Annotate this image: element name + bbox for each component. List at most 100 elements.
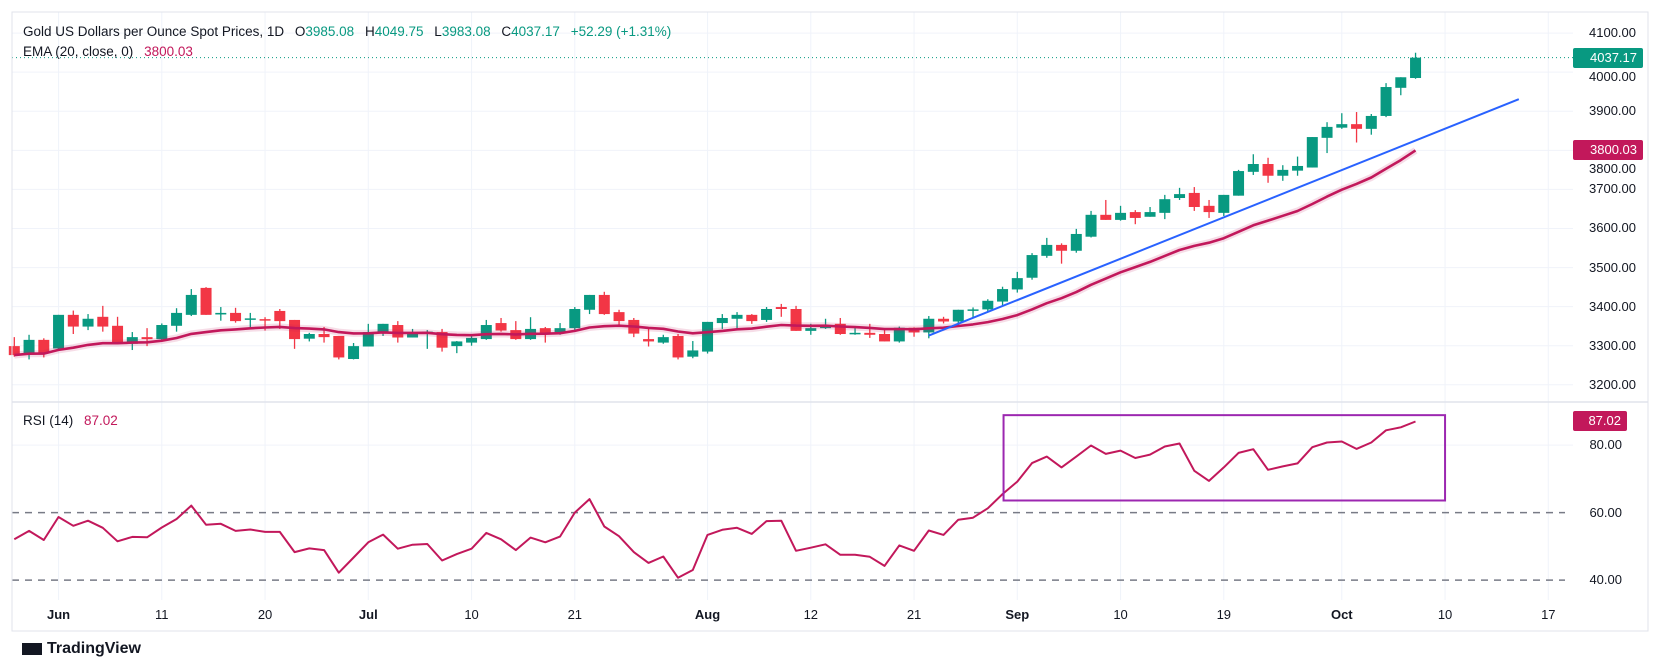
candle	[1321, 122, 1333, 154]
candle	[1188, 187, 1200, 211]
candle	[672, 334, 684, 360]
candle-body	[82, 318, 94, 327]
rsi-axis-label: 60.00	[1589, 504, 1622, 520]
candle-body	[495, 323, 507, 331]
candle	[333, 335, 345, 360]
close-value: 4037.17	[511, 24, 560, 39]
candle-body	[480, 325, 492, 340]
time-axis-label: 21	[567, 607, 583, 622]
price-axis-label: 3900.00	[1589, 103, 1636, 119]
price-axis-label: 3800.00	[1589, 161, 1636, 177]
price-axis-label: 3500.00	[1589, 259, 1636, 275]
candle	[613, 309, 625, 326]
time-axis-label: Aug	[694, 607, 721, 622]
candle-body	[761, 308, 773, 320]
candle	[997, 286, 1009, 306]
candle-body	[672, 335, 684, 358]
candle-body	[1262, 164, 1274, 176]
last-price-tag: 4037.17	[1573, 47, 1643, 68]
candle-body	[834, 323, 846, 335]
candle	[112, 316, 124, 344]
candle-body	[1115, 212, 1127, 220]
candle-body	[1395, 77, 1407, 88]
candle	[584, 294, 596, 315]
candle-body	[156, 325, 168, 340]
candle	[97, 305, 109, 332]
candle	[1292, 156, 1304, 176]
change-value: +52.29 (+1.31%)	[570, 24, 672, 39]
candle-body	[938, 318, 950, 322]
candle-body	[790, 308, 802, 331]
candle-body	[451, 341, 463, 347]
time-axis-label: 10	[1437, 607, 1453, 622]
candle	[1410, 52, 1422, 79]
candle-body	[112, 325, 124, 344]
candle-body	[8, 346, 20, 356]
candle-body	[1321, 126, 1333, 138]
open-label: O	[294, 24, 306, 39]
candle	[480, 319, 492, 340]
candle-body	[126, 337, 138, 344]
candle	[1218, 194, 1230, 216]
rsi-legend-value: 87.02	[84, 413, 118, 428]
candle-body	[864, 332, 876, 335]
candle-body	[893, 327, 905, 342]
candle	[746, 314, 758, 324]
candle	[1365, 113, 1377, 135]
candle-body	[1336, 124, 1348, 128]
candle	[687, 341, 699, 359]
tradingview-logo[interactable]: TradingView	[22, 640, 141, 658]
candle-body	[38, 339, 50, 353]
candle-body	[746, 314, 758, 322]
time-axis-label: 20	[257, 607, 273, 622]
low-value: 3983.08	[441, 24, 491, 39]
candle	[1277, 165, 1289, 181]
candle-body	[1011, 278, 1023, 290]
candle	[1233, 169, 1245, 196]
time-axis-label: Oct	[1330, 607, 1353, 622]
candle	[171, 308, 183, 332]
rsi-legend[interactable]: RSI (14) 87.02	[23, 412, 118, 430]
candle-body	[1144, 212, 1156, 217]
rsi-legend-label: RSI (14)	[23, 413, 74, 428]
candle	[126, 332, 138, 351]
price-axis-label: 4100.00	[1589, 25, 1636, 41]
candle	[1247, 154, 1259, 175]
time-axis-label: 17	[1541, 607, 1556, 622]
candle	[1011, 271, 1023, 293]
candle	[1380, 83, 1392, 118]
candle	[967, 307, 979, 319]
rsi-line	[13, 420, 1416, 579]
ema-line	[14, 149, 1417, 357]
candle-body	[731, 314, 743, 319]
candle	[200, 287, 212, 315]
ema-legend[interactable]: EMA (20, close, 0) 3800.03	[23, 43, 193, 61]
candle-body	[348, 346, 360, 360]
candle-body	[67, 314, 79, 327]
rsi-highlight-box	[1002, 414, 1447, 502]
candle-body	[215, 312, 227, 315]
candle-body	[1218, 194, 1230, 213]
candle-body	[407, 333, 419, 338]
candle	[938, 316, 950, 324]
candle	[702, 321, 714, 354]
close-label: C	[501, 24, 512, 39]
candle-body	[539, 328, 551, 333]
candle-body	[1085, 214, 1097, 237]
candle-body	[1056, 244, 1068, 251]
candle-body	[303, 334, 315, 339]
price-axis-label: 4000.00	[1589, 68, 1636, 84]
ema-legend-label: EMA (20, close, 0)	[23, 44, 134, 59]
candle-body	[392, 325, 404, 338]
candle	[982, 299, 994, 313]
candle-body	[318, 334, 330, 338]
rsi-axis-label: 40.00	[1589, 572, 1622, 588]
price-axis-label: 3400.00	[1589, 298, 1636, 314]
candle	[1026, 253, 1038, 280]
candle-body	[1292, 165, 1304, 171]
rsi-value-tag: 87.02	[1573, 411, 1627, 432]
candle	[731, 312, 743, 329]
candle	[1144, 207, 1156, 217]
candle	[230, 307, 242, 323]
